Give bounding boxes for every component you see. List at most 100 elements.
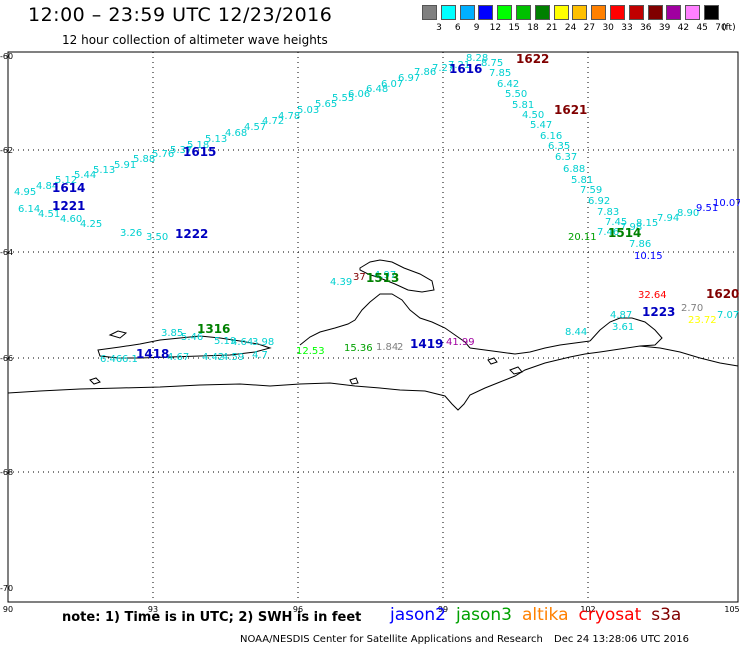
wave-height-value: 7.94 <box>657 213 679 224</box>
plot-frame <box>7 51 739 603</box>
wave-height-value: 5.76 <box>152 149 174 160</box>
legend-label: 30 <box>602 23 614 33</box>
pass-time-label: 1513 <box>366 271 399 285</box>
wave-height-value: 4.84 <box>36 181 58 192</box>
wave-height-value: 3.85 <box>161 328 183 339</box>
wave-height-value: 5.81 <box>571 175 593 186</box>
wave-height-value: 4.50 <box>522 110 544 121</box>
wave-height-value: 8.44 <box>565 327 587 338</box>
wave-height-value: 4.95 <box>14 187 36 198</box>
satellite-name: jason2 <box>390 605 446 625</box>
legend-label: 27 <box>583 23 596 33</box>
pass-time-label: 1419 <box>410 337 443 351</box>
legend-label: 33 <box>621 23 633 33</box>
wave-height-value: 5.55 <box>332 93 354 104</box>
legend-swatch <box>534 5 550 20</box>
wave-height-value: 9.51 <box>696 203 718 214</box>
wave-height-value: 5.65 <box>315 99 337 110</box>
lon-tick-label: 99 <box>437 605 449 614</box>
lon-tick-label: 96 <box>292 605 304 614</box>
pass-time-label: 1316 <box>197 322 230 336</box>
lon-tick-label: 90 <box>2 605 14 614</box>
lat-tick-label: -64 <box>0 248 14 257</box>
wave-height-value: 6.88 <box>563 164 585 175</box>
wave-height-value: 7.46 <box>597 227 619 238</box>
legend-swatch <box>553 5 569 20</box>
legend-label: 21 <box>546 23 558 33</box>
wave-height-value: 6.06 <box>348 89 370 100</box>
legend-swatch <box>628 5 644 20</box>
legend-label: 24 <box>564 23 577 33</box>
wave-height-value: 4.97 <box>374 270 396 281</box>
wave-height-value: 4.78 <box>278 111 300 122</box>
legend-swatch <box>591 5 607 20</box>
wave-height-value: 15.36 <box>344 343 373 354</box>
wave-height-value: 6.07 <box>381 79 403 90</box>
wave-height-value: 3.61 <box>612 322 634 333</box>
lat-tick-label: -70 <box>0 584 14 593</box>
wave-height-value: 12.53 <box>296 346 325 357</box>
pass-time-label: 1620 <box>706 287 739 301</box>
legend-swatch <box>685 5 701 20</box>
legend-swatch <box>440 5 456 20</box>
wave-height-value: 1.84 <box>376 342 398 353</box>
wave-height-value: 7.85 <box>489 68 511 79</box>
pass-time-label: 1622 <box>516 52 549 66</box>
wave-height-value: 8.75 <box>481 58 503 69</box>
wave-height-value: 5.44 <box>74 170 96 181</box>
legend-swatch <box>572 5 588 20</box>
satellite-name: s3a <box>651 605 682 625</box>
pass-time-label: 1514 <box>608 226 641 240</box>
wave-height-value: 10.15 <box>634 251 663 262</box>
wave-height-value: 4.51 <box>38 209 60 220</box>
legend-swatch <box>497 5 513 20</box>
wave-height-value: 7.83 <box>597 207 619 218</box>
lon-tick-label: 105 <box>724 605 740 614</box>
lon-tick-label: 102 <box>580 605 596 614</box>
wave-height-value: 6.42 <box>497 79 519 90</box>
agency-credit: NOAA/NESDIS Center for Satellite Applica… <box>240 634 543 645</box>
wave-height-value: 5.12 <box>55 175 77 186</box>
wave-height-value: 4.25 <box>80 219 102 230</box>
legend-label: 39 <box>658 23 671 33</box>
wave-height-value: 10.07 <box>713 198 740 209</box>
legend-label: 70 <box>715 23 727 33</box>
footnote: note: 1) Time is in UTC; 2) SWH is in fe… <box>62 610 362 625</box>
wave-height-value: 2.70 <box>681 303 703 314</box>
pass-time-label: 1621 <box>554 103 587 117</box>
wave-height-value: 8.28 <box>466 53 488 64</box>
wave-height-value: 4.39 <box>330 277 352 288</box>
wave-height-value: 3.98 <box>252 337 274 348</box>
legend-swatch <box>459 5 475 20</box>
wave-height-value: 20.11 <box>568 232 597 243</box>
wave-height-value: 6.92 <box>588 196 610 207</box>
lon-tick-label: 93 <box>147 605 159 614</box>
map-subtitle: 12 hour collection of altimeter wave hei… <box>62 33 328 47</box>
wave-height-value: 6.37 <box>555 152 577 163</box>
wave-height-value: 37 <box>353 272 366 283</box>
wave-height-value: 6.97 <box>398 73 420 84</box>
observation-layer: 4.954.845.125.445.135.915.885.765.375.18… <box>14 52 740 365</box>
legend-label: 45 <box>696 23 708 33</box>
wave-height-value: 7.45 <box>605 217 627 228</box>
wave-height-value: 7.59 <box>580 185 602 196</box>
pass-time-label: 1221 <box>52 199 85 213</box>
wave-height-value: 8.15 <box>636 218 658 229</box>
pass-time-label: 1418 <box>136 347 169 361</box>
wave-height-value: 6.35 <box>548 141 570 152</box>
legend-swatch <box>666 5 682 20</box>
legend-label: 18 <box>527 23 539 33</box>
wave-height-value: 32.64 <box>638 290 667 301</box>
legend-swatch <box>516 5 531 20</box>
wave-height-value: 5.88 <box>133 154 155 165</box>
wave-height-value: 41.99 <box>446 337 475 348</box>
wave-height-value: 4.42 <box>202 352 224 363</box>
wave-height-value: 7.86 <box>414 67 436 78</box>
wave-height-value: 3.50 <box>146 232 168 243</box>
antarctic-coastline <box>7 259 739 411</box>
legend-label: 3 <box>436 23 442 33</box>
legend-swatch <box>647 5 663 20</box>
wave-height-value: 5.50 <box>505 89 527 100</box>
